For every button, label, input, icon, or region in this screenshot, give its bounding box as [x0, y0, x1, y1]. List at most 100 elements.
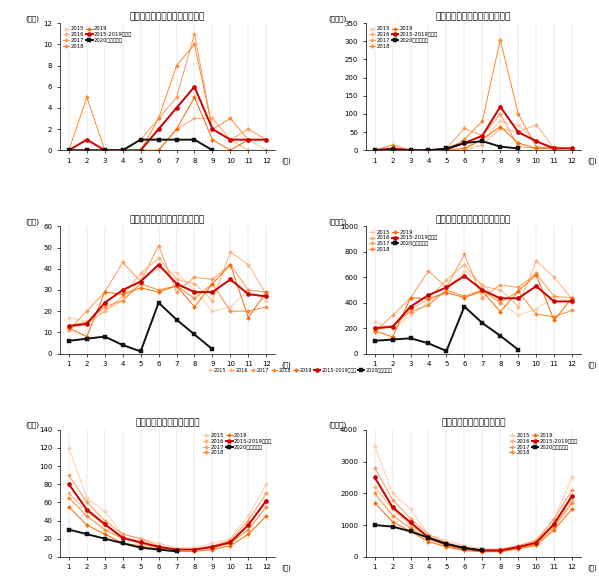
- 2017: [137, 535, 144, 542]
- 2020（速報値）: [65, 526, 72, 533]
- Line: 2017: 2017: [68, 474, 268, 551]
- 2015-2019の平均: [425, 292, 432, 299]
- 2017: [425, 147, 432, 154]
- 2018: [227, 308, 234, 315]
- 2015: [568, 299, 576, 306]
- 2017: [461, 125, 468, 132]
- 2015-2019の平均: [389, 504, 396, 511]
- 2019: [497, 123, 504, 130]
- 2015-2019の平均: [137, 147, 144, 154]
- 2020（速報値）: [155, 136, 162, 143]
- 2017: [245, 287, 252, 293]
- 2015: [407, 147, 414, 154]
- 2017: [191, 546, 198, 553]
- Y-axis label: (件数): (件数): [25, 219, 39, 225]
- 2020（速報値）: [515, 145, 522, 152]
- 2016: [263, 147, 270, 154]
- Line: 2015: 2015: [68, 267, 268, 323]
- 2016: [155, 147, 162, 154]
- 2015: [425, 299, 432, 306]
- 2018: [83, 513, 90, 520]
- 2015: [83, 318, 90, 325]
- 2020（速報値）: [191, 136, 198, 143]
- 2016: [461, 147, 468, 154]
- 2015-2019の平均: [443, 541, 450, 548]
- 2017: [515, 143, 522, 150]
- 2016: [227, 248, 234, 255]
- 2020（速報値）: [479, 137, 486, 144]
- 2018: [550, 145, 558, 152]
- 2016: [389, 147, 396, 154]
- 2015-2019の平均: [533, 137, 540, 144]
- 2019: [443, 147, 450, 154]
- 2019: [497, 548, 504, 555]
- 2016: [191, 115, 198, 122]
- 2019: [550, 526, 558, 533]
- 2019: [227, 542, 234, 549]
- 2016: [227, 136, 234, 143]
- 2018: [497, 548, 504, 554]
- 2017: [533, 145, 540, 152]
- 2018: [389, 322, 396, 329]
- 2020（速報値）: [479, 320, 486, 327]
- 2020（速報値）: [137, 136, 144, 143]
- 2020（速報値）: [83, 147, 90, 154]
- 2016: [407, 521, 414, 528]
- 2016: [209, 297, 216, 304]
- 2017: [65, 472, 72, 478]
- 2017: [173, 94, 180, 101]
- 2015: [227, 136, 234, 143]
- 2020（速報値）: [65, 147, 72, 154]
- 2015-2019の平均: [191, 546, 198, 553]
- 2020（速報値）: [65, 338, 72, 345]
- 2016: [515, 544, 522, 551]
- X-axis label: (月): (月): [281, 158, 291, 165]
- 2017: [209, 126, 216, 133]
- 2015-2019の平均: [155, 261, 162, 268]
- 2019: [568, 294, 576, 301]
- Title: 腸管出血性大腸菌食中毒患者数: 腸管出血性大腸菌食中毒患者数: [435, 12, 511, 21]
- 2019: [425, 295, 432, 302]
- Title: カンピロバクター食中毒患者数: カンピロバクター食中毒患者数: [435, 215, 511, 224]
- 2020（速報値）: [83, 335, 90, 342]
- 2015: [515, 121, 522, 128]
- 2019: [101, 147, 108, 154]
- 2017: [371, 328, 378, 335]
- 2019: [389, 147, 396, 154]
- Title: ノロウイルス食中毒患者数: ノロウイルス食中毒患者数: [441, 419, 506, 427]
- 2016: [497, 287, 504, 293]
- 2016: [533, 121, 540, 128]
- 2016: [245, 261, 252, 268]
- 2019: [461, 294, 468, 301]
- 2017: [550, 143, 558, 150]
- 2020（速報値）: [425, 534, 432, 541]
- 2015-2019の平均: [119, 534, 126, 541]
- 2020（速報値）: [173, 548, 180, 555]
- 2015-2019の平均: [245, 291, 252, 298]
- 2015-2019の平均: [550, 145, 558, 152]
- 2015: [245, 136, 252, 143]
- 2020（速報値）: [137, 348, 144, 355]
- 2015: [263, 481, 270, 488]
- 2015: [461, 267, 468, 274]
- 2019: [425, 147, 432, 154]
- 2017: [443, 284, 450, 291]
- 2015-2019の平均: [227, 539, 234, 546]
- 2016: [227, 540, 234, 547]
- 2017: [568, 487, 576, 494]
- 2016: [65, 325, 72, 332]
- 2015-2019の平均: [245, 136, 252, 143]
- 2016: [137, 540, 144, 547]
- 2015-2019の平均: [407, 147, 414, 154]
- Line: 2018: 2018: [68, 282, 268, 327]
- 2015: [65, 444, 72, 451]
- Line: 2018: 2018: [373, 38, 573, 151]
- 2015: [155, 265, 162, 272]
- 2019: [65, 147, 72, 154]
- 2015-2019の平均: [263, 136, 270, 143]
- 2020（速報値）: [461, 545, 468, 552]
- 2015: [263, 147, 270, 154]
- 2015-2019の平均: [155, 543, 162, 550]
- 2017: [568, 294, 576, 301]
- 2018: [173, 62, 180, 69]
